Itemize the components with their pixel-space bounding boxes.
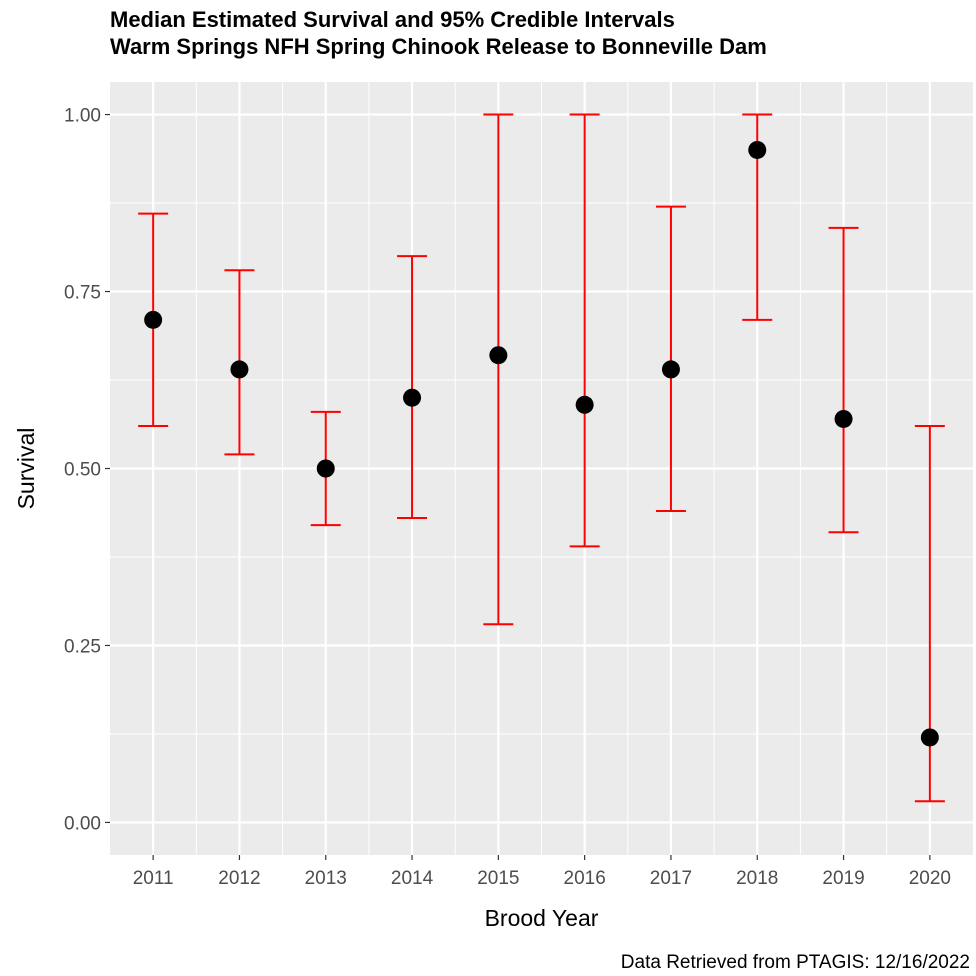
x-tick-label: 2017 bbox=[650, 868, 692, 889]
chart-title-line-1: Median Estimated Survival and 95% Credib… bbox=[110, 7, 675, 32]
y-tick-label: 0.00 bbox=[64, 813, 101, 834]
x-tick-label: 2016 bbox=[564, 868, 606, 889]
errorbar bbox=[655, 205, 686, 512]
chart-caption: Data Retrieved from PTAGIS: 12/16/2022 bbox=[621, 952, 970, 973]
x-tick-label: 2018 bbox=[736, 868, 778, 889]
median-point bbox=[661, 360, 680, 379]
median-point bbox=[230, 360, 249, 379]
y-tick-label: 0.25 bbox=[64, 636, 101, 657]
y-axis-title: Survival bbox=[13, 428, 39, 510]
x-axis-title: Brood Year bbox=[485, 905, 599, 931]
median-point bbox=[575, 395, 594, 414]
x-tick-label: 2011 bbox=[133, 868, 174, 889]
median-point bbox=[748, 140, 767, 159]
axes-layer: 0.00 0.25 0.50 0.75 1.00 2011 2012 2013 2014 2015… bbox=[64, 106, 951, 889]
errorbar bbox=[483, 113, 514, 626]
median-point bbox=[489, 346, 508, 365]
x-tick-label: 2012 bbox=[218, 868, 260, 889]
x-tick-label: 2013 bbox=[305, 868, 347, 889]
median-point bbox=[403, 388, 422, 407]
errorbar bbox=[569, 113, 600, 548]
y-tick-label: 1.00 bbox=[64, 106, 101, 127]
data-layer bbox=[138, 113, 945, 803]
x-tick-label: 2020 bbox=[909, 868, 951, 889]
median-point bbox=[834, 409, 853, 428]
x-tick-label: 2014 bbox=[391, 868, 434, 889]
x-tick-label: 2015 bbox=[477, 868, 519, 889]
x-tick-label: 2019 bbox=[822, 868, 864, 889]
chart-title-line-2: Warm Springs NFH Spring Chinook Release … bbox=[110, 34, 767, 59]
errorbar bbox=[397, 255, 428, 520]
median-point bbox=[316, 459, 335, 478]
errorbar bbox=[828, 226, 859, 534]
median-point bbox=[144, 310, 163, 329]
chart-title: Median Estimated Survival and 95% Credib… bbox=[110, 6, 767, 60]
median-point bbox=[920, 728, 939, 747]
y-tick-label: 0.50 bbox=[64, 460, 101, 481]
y-tick-label: 0.75 bbox=[64, 283, 101, 304]
